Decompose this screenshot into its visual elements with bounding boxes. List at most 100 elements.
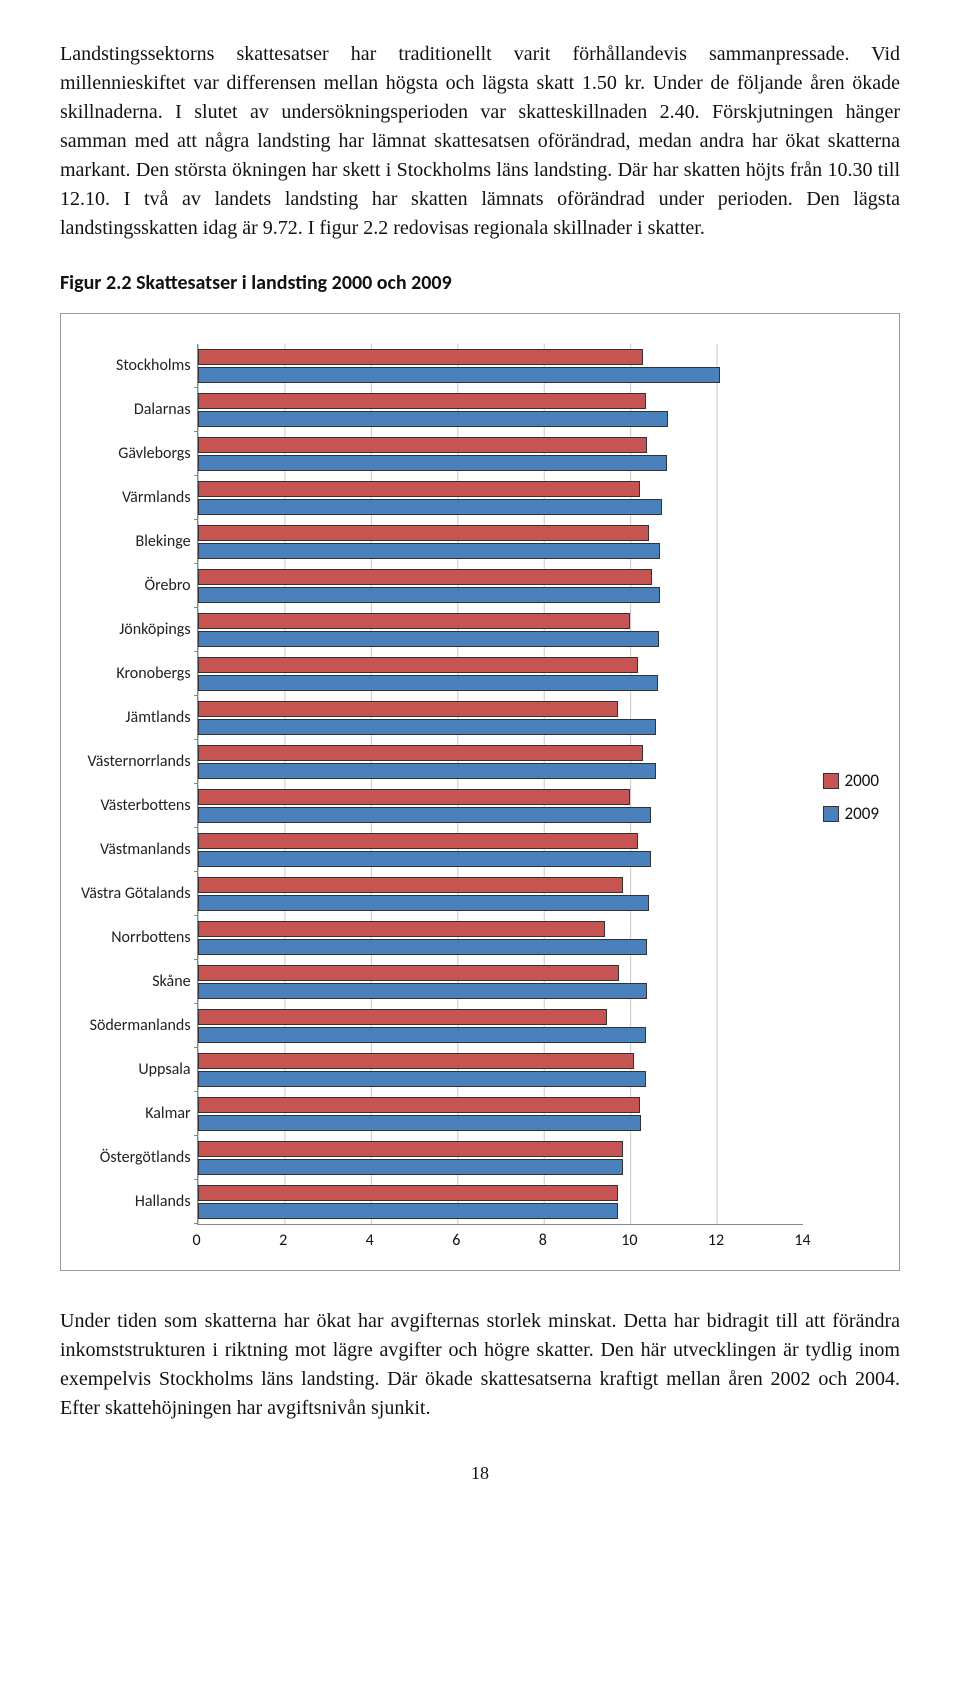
bar-group <box>198 916 803 960</box>
bar-2009 <box>198 983 647 999</box>
bar-group <box>198 564 803 608</box>
bar-group <box>198 828 803 872</box>
bar-2009 <box>198 1071 646 1087</box>
bar-group <box>198 432 803 476</box>
bar-2000 <box>198 1009 608 1025</box>
bar-group <box>198 652 803 696</box>
bar-2000 <box>198 349 643 365</box>
y-axis-label: Västmanlands <box>81 828 191 872</box>
y-axis-label: Jämtlands <box>81 696 191 740</box>
bar-group <box>198 740 803 784</box>
bar-2009 <box>198 895 650 911</box>
bar-2000 <box>198 833 639 849</box>
chart-plot-area <box>197 344 803 1225</box>
bar-2009 <box>198 1027 646 1043</box>
bar-group <box>198 520 803 564</box>
bar-2009 <box>198 939 647 955</box>
bar-2000 <box>198 481 641 497</box>
y-axis-label: Kalmar <box>81 1092 191 1136</box>
x-axis-tick: 8 <box>539 1231 547 1250</box>
y-axis-label: Kronobergs <box>81 652 191 696</box>
x-axis-tick: 12 <box>708 1231 724 1250</box>
legend-swatch <box>823 806 839 822</box>
legend-swatch <box>823 773 839 789</box>
bar-2000 <box>198 1053 634 1069</box>
bar-group <box>198 784 803 828</box>
y-axis-label: Dalarnas <box>81 388 191 432</box>
bar-2009 <box>198 675 658 691</box>
legend-label: 2009 <box>845 803 879 824</box>
bar-group <box>198 388 803 432</box>
y-axis-label: Blekinge <box>81 520 191 564</box>
y-axis-label: Västernorrlands <box>81 740 191 784</box>
bar-2000 <box>198 701 618 717</box>
y-axis-label: Hallands <box>81 1180 191 1224</box>
bar-group <box>198 872 803 916</box>
figure-title: Figur 2.2 Skattesatser i landsting 2000 … <box>60 271 900 295</box>
bar-group <box>198 696 803 740</box>
bar-2000 <box>198 1141 624 1157</box>
y-axis-label: Värmlands <box>81 476 191 520</box>
bar-2000 <box>198 437 647 453</box>
bar-2009 <box>198 1115 642 1131</box>
y-axis-label: Södermanlands <box>81 1004 191 1048</box>
legend-label: 2000 <box>845 770 879 791</box>
bar-group <box>198 1092 803 1136</box>
bar-group <box>198 960 803 1004</box>
legend-item: 2000 <box>823 770 879 791</box>
x-axis-tick: 4 <box>366 1231 374 1250</box>
bar-2009 <box>198 719 656 735</box>
x-axis-tick: 2 <box>279 1231 287 1250</box>
y-axis-label: Örebro <box>81 564 191 608</box>
paragraph-bottom: Under tiden som skatterna har ökat har a… <box>60 1307 900 1423</box>
bar-group <box>198 1136 803 1180</box>
y-axis-label: Stockholms <box>81 344 191 388</box>
y-axis-label: Norrbottens <box>81 916 191 960</box>
bar-2009 <box>198 587 660 603</box>
bar-group <box>198 1180 803 1224</box>
bar-2009 <box>198 851 652 867</box>
bar-2000 <box>198 921 605 937</box>
bar-2009 <box>198 455 668 471</box>
bar-2000 <box>198 745 643 761</box>
bar-2000 <box>198 657 639 673</box>
page-number: 18 <box>60 1463 900 1484</box>
y-axis-label: Västra Götalands <box>81 872 191 916</box>
bar-2009 <box>198 763 656 779</box>
y-axis-label: Västerbottens <box>81 784 191 828</box>
x-axis-tick: 10 <box>621 1231 637 1250</box>
chart-x-axis: 02468101214 <box>197 1225 803 1250</box>
bar-group <box>198 608 803 652</box>
bar-group <box>198 344 803 388</box>
bar-2000 <box>198 1097 641 1113</box>
chart-y-labels: StockholmsDalarnasGävleborgsVärmlandsBle… <box>81 344 197 1224</box>
bar-2000 <box>198 613 630 629</box>
bar-2000 <box>198 525 650 541</box>
bar-2000 <box>198 877 624 893</box>
chart-container: StockholmsDalarnasGävleborgsVärmlandsBle… <box>60 313 900 1271</box>
legend-item: 2009 <box>823 803 879 824</box>
bar-group <box>198 1048 803 1092</box>
bar-2009 <box>198 807 652 823</box>
bar-2009 <box>198 1159 624 1175</box>
y-axis-label: Gävleborgs <box>81 432 191 476</box>
bar-2000 <box>198 789 630 805</box>
bar-2009 <box>198 499 663 515</box>
x-axis-tick: 0 <box>193 1231 201 1250</box>
bar-2000 <box>198 965 619 981</box>
bar-2009 <box>198 1203 618 1219</box>
chart-legend: 2000 2009 <box>815 770 879 824</box>
bar-2000 <box>198 1185 618 1201</box>
y-axis-label: Jönköpings <box>81 608 191 652</box>
bar-2009 <box>198 411 669 427</box>
y-axis-label: Östergötlands <box>81 1136 191 1180</box>
bar-2009 <box>198 631 659 647</box>
y-axis-label: Uppsala <box>81 1048 191 1092</box>
bar-2009 <box>198 543 661 559</box>
paragraph-top: Landstingssektorns skattesatser har trad… <box>60 40 900 243</box>
bar-group <box>198 1004 803 1048</box>
bar-2000 <box>198 569 653 585</box>
x-axis-tick: 6 <box>452 1231 460 1250</box>
x-axis-tick: 14 <box>794 1231 810 1250</box>
y-axis-label: Skåne <box>81 960 191 1004</box>
